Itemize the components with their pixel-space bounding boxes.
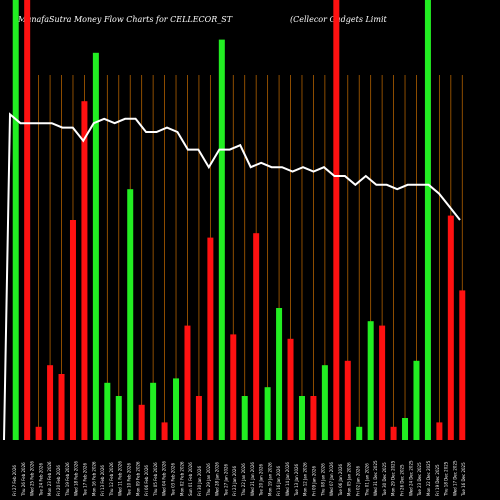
money-flow-bar	[161, 422, 168, 440]
money-flow-bar	[379, 325, 386, 440]
x-tick-label: Tue 16 Dec 2025	[461, 462, 466, 497]
x-tick-label: Fri 09 Jan 2026	[311, 466, 316, 496]
x-tick-label: Mon 23 Feb 2026	[47, 461, 52, 496]
money-flow-bar	[81, 101, 88, 440]
x-tick-label: Wed 07 Jan 2026	[329, 462, 334, 496]
money-flow-bar	[24, 0, 31, 440]
x-tick-label: Sun 01 Feb 2026	[188, 462, 193, 496]
x-tick-label: Tue 24 Feb 2026	[38, 463, 43, 497]
x-tick-label: Tue 10 Feb 2026	[127, 463, 132, 497]
x-tick-label: Mon 19 Jan 2026	[267, 462, 272, 496]
x-tick-label: Thu 08 Jan 2026	[320, 463, 325, 497]
x-tick-label: Thu 26 Feb 2026	[21, 462, 26, 497]
x-tick-label: Mon 02 Feb 2026	[179, 461, 184, 496]
x-tick-label: Fri 26 Dec 2025	[400, 464, 405, 496]
money-flow-bar	[287, 338, 294, 440]
x-tick-label: Wed 14 Jan 2026	[285, 462, 290, 496]
money-flow-bar	[207, 237, 214, 440]
x-tick-label: Fri 06 Feb 2026	[144, 465, 149, 496]
money-flow-bar	[276, 308, 283, 440]
money-flow-bar	[115, 396, 122, 440]
x-tick-label: Fri 13 Feb 2026	[100, 465, 105, 496]
x-tick-label: Tue 23 Dec 2025	[417, 462, 422, 497]
money-flow-bar	[390, 426, 397, 440]
x-tick-label: Tue 06 Jan 2026	[338, 463, 343, 497]
money-flow-bar	[310, 396, 317, 440]
x-tick-label: Thu 01 Jan 2026	[364, 463, 369, 497]
money-flow-bar	[333, 0, 340, 440]
x-tick-label: Thu 19 Feb 2026	[65, 462, 70, 497]
price-line	[3, 112, 461, 441]
money-flow-bar	[104, 382, 111, 440]
x-tick-label: Mon 09 Feb 2026	[135, 461, 140, 496]
x-tick-label: Wed 04 Feb 2026	[162, 461, 167, 496]
x-tick-label: Fri 16 Jan 2026	[276, 466, 281, 496]
x-tick-label: Fri 27 Feb 2026	[12, 465, 17, 496]
money-flow-bar	[459, 290, 466, 440]
line-layer	[3, 112, 461, 441]
money-flow-bar	[321, 365, 328, 440]
x-tick-label: Wed 25 Feb 2026	[30, 461, 35, 496]
money-flow-bar	[367, 321, 374, 440]
money-flow-bar	[436, 422, 443, 440]
x-tick-label: Thu 29 Jan 2026	[206, 463, 211, 497]
x-tick-label: Mon 22 Dec 2025	[426, 460, 431, 496]
money-flow-bar	[173, 378, 180, 440]
money-flow-bar	[230, 334, 237, 440]
x-tick-label: Tue 27 Jan 2026	[223, 463, 228, 497]
x-tick-label: Wed 31 Dec 2025	[373, 460, 378, 496]
money-flow-bar	[92, 52, 99, 441]
x-tick-label: Fri 30 Jan 2026	[197, 466, 202, 496]
x-tick-label: Thu 18 Dec 2025	[444, 461, 449, 497]
x-tick-label: Thu 12 Feb 2026	[109, 462, 114, 497]
money-flow-bar	[264, 387, 271, 440]
x-tick-label: Tue 17 Feb 2026	[82, 463, 87, 497]
money-flow-bar	[138, 404, 145, 440]
money-flow-bar	[35, 426, 42, 440]
x-axis-labels: Fri 27 Feb 2026 Thu 26 Feb 2026 Wed 25 Feb…	[12, 460, 466, 497]
money-flow-bar	[127, 189, 134, 440]
x-tick-label: Mon 29 Dec 2025	[391, 460, 396, 496]
money-flow-bar	[69, 220, 76, 440]
x-tick-label: Wed 24 Dec 2025	[408, 460, 413, 496]
money-flow-bar	[356, 426, 363, 440]
money-flow-bar	[150, 382, 157, 440]
x-tick-label: Wed 21 Jan 2026	[250, 462, 255, 496]
x-tick-label: Thu 22 Jan 2026	[241, 463, 246, 497]
x-tick-label: Tue 03 Feb 2026	[171, 463, 176, 497]
x-tick-label: Tue 20 Jan 2026	[259, 463, 264, 497]
money-flow-bar	[12, 0, 19, 440]
money-flow-bar	[47, 365, 54, 440]
money-flow-bar	[218, 39, 225, 440]
x-tick-label: Fri 02 Jan 2026	[356, 466, 361, 496]
x-tick-label: Thu 05 Feb 2026	[153, 462, 158, 497]
money-flow-bar	[253, 233, 260, 440]
x-tick-label: Fri 20 Feb 2026	[56, 465, 61, 496]
money-flow-bar	[195, 396, 202, 440]
money-flow-bar	[402, 418, 409, 440]
x-tick-label: Wed 17 Dec 2025	[452, 460, 457, 496]
x-tick-label: Tue 13 Jan 2026	[294, 463, 299, 497]
x-tick-label: Wed 28 Jan 2026	[215, 462, 220, 496]
x-tick-label: Mon 12 Jan 2026	[303, 462, 308, 496]
x-tick-label: Tue 30 Dec 2025	[382, 462, 387, 497]
money-flow-bar	[184, 325, 191, 440]
chart-title: MunafaSutra Money Flow Charts for CELLEC…	[18, 15, 233, 24]
bar-layer	[12, 0, 466, 441]
x-tick-label: Fri 19 Dec 2025	[435, 464, 440, 496]
money-flow-bar	[58, 374, 65, 440]
money-flow-bar	[298, 396, 305, 440]
money-flow-bar	[344, 360, 351, 440]
x-tick-label: Mon 16 Feb 2026	[91, 461, 96, 496]
x-tick-label: Wed 18 Feb 2026	[74, 461, 79, 496]
x-tick-label: Mon 05 Jan 2026	[347, 462, 352, 496]
money-flow-bar	[413, 360, 420, 440]
money-flow-bar	[241, 396, 248, 440]
money-flow-bar	[424, 0, 431, 440]
x-tick-label: Wed 11 Feb 2026	[118, 461, 123, 496]
money-flow-bar	[447, 215, 454, 440]
x-tick-label: Fri 23 Jan 2026	[232, 466, 237, 496]
